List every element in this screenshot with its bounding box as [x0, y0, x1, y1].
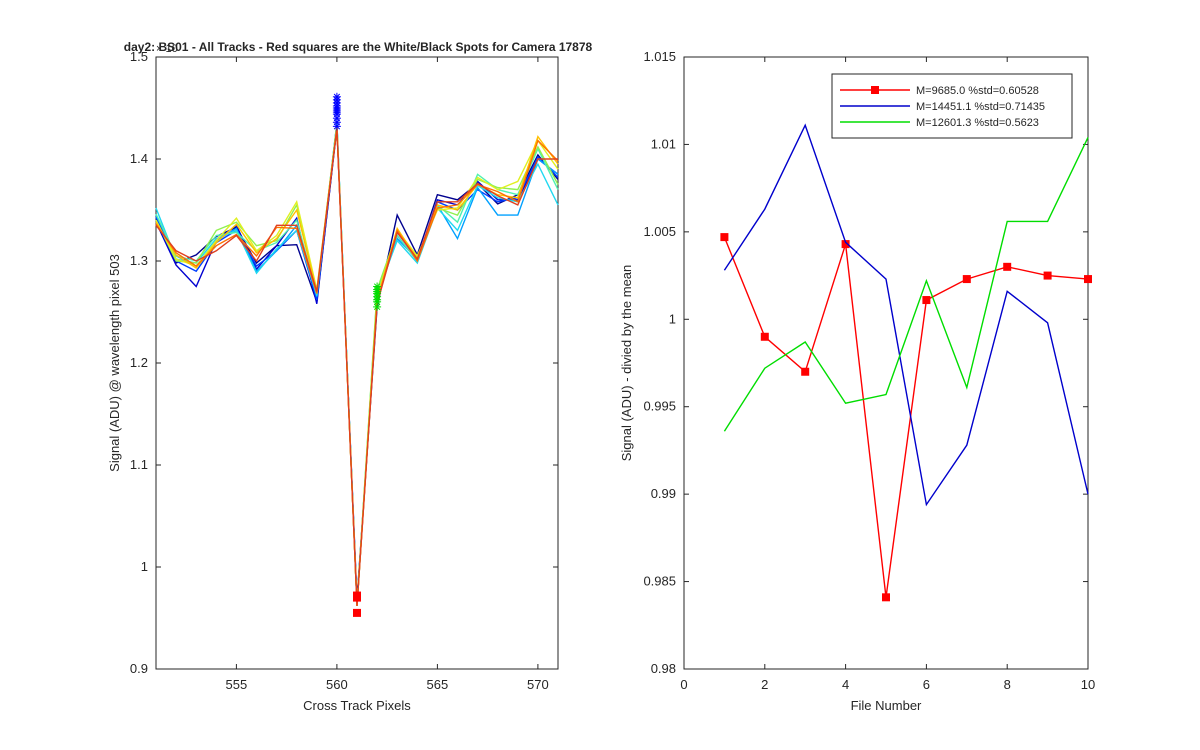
legend-label-1: M=14451.1 %std=0.71435 [916, 101, 1045, 113]
right-series-group [720, 123, 1092, 602]
right-series-0-point-7 [1003, 262, 1012, 271]
right-series-0-point-3 [841, 240, 850, 249]
left-y-tick-label-3: 1.2 [130, 355, 148, 370]
right-x-tick-label-1: 2 [761, 677, 768, 692]
right-y-tick-label-4: 1 [669, 311, 676, 326]
left-y-exponent: × 10 [156, 43, 178, 55]
left-x-axis-label: Cross Track Pixels [303, 698, 411, 713]
left-ticks: 555 560 565 570 0.9 1 1.1 1.2 1.3 1.4 1.5 [130, 49, 558, 692]
right-y-tick-label-5: 1.005 [643, 224, 676, 239]
red-square-marker-2 [353, 591, 361, 600]
right-x-tick-label-2: 4 [842, 677, 849, 692]
left-y-exponent-base: × 10 [156, 43, 178, 55]
right-series-0-point-1 [760, 332, 769, 341]
right-series-0-point-4 [882, 593, 890, 602]
right-x-axis-label: File Number [851, 698, 922, 713]
right-x-tick-label-0: 0 [680, 677, 687, 692]
blue-star-marker-10 [332, 92, 341, 101]
right-series-0-point-9 [1084, 275, 1092, 284]
left-chart: 555 560 565 570 0.9 1 1.1 1.2 1.3 1.4 1.5 day2: BS… [107, 40, 593, 713]
left-markers-group [332, 92, 382, 617]
left-y-axis-label: Signal (ADU) @ wavelength pixel 503 [107, 254, 122, 472]
right-x-tick-label-4: 8 [1004, 677, 1011, 692]
left-y-tick-label-5: 1.4 [130, 151, 148, 166]
right-y-tick-label-3: 0.995 [643, 399, 676, 414]
left-y-tick-label-4: 1.3 [130, 253, 148, 268]
right-x-tick-label-3: 6 [923, 677, 930, 692]
right-y-tick-label-2: 0.99 [651, 486, 676, 501]
left-x-tick-label-2: 565 [427, 677, 449, 692]
right-series-line-2 [723, 137, 1089, 432]
left-x-tick-label-3: 570 [527, 677, 549, 692]
left-y-tick-label-2: 1.1 [130, 457, 148, 472]
right-y-tick-label-7: 1.015 [643, 49, 676, 64]
right-x-tick-label-5: 10 [1081, 677, 1095, 692]
right-series-0-point-5 [922, 296, 931, 305]
right-y-axis-label: Signal (ADU) - divied by the mean [619, 265, 634, 462]
right-y-tick-label-1: 0.985 [643, 574, 676, 589]
left-x-tick-label-1: 560 [326, 677, 348, 692]
legend-marker-0 [871, 86, 879, 94]
left-chart-title: day2: BS01 - All Tracks - Red squares ar… [124, 40, 593, 54]
left-series-group [155, 122, 559, 606]
green-star-marker-7 [373, 282, 382, 291]
right-series-0-point-0 [720, 233, 729, 242]
right-chart: 0 2 4 6 8 10 0.98 0.985 0.99 0.995 1 1.005 1.01 1.015… [619, 49, 1095, 713]
legend: M=9685.0 %std=0.60528 M=14451.1 %std=0.7… [831, 73, 1073, 139]
right-series-0-point-6 [962, 275, 971, 284]
right-series-0-point-2 [801, 367, 810, 376]
legend-label-2: M=12601.3 %std=0.5623 [916, 117, 1039, 129]
right-series-0-point-8 [1043, 271, 1052, 280]
right-ticks: 0 2 4 6 8 10 0.98 0.985 0.99 0.995 1 1.005 1.01 1.015 [643, 49, 1095, 692]
right-y-tick-label-0: 0.98 [651, 661, 676, 676]
left-plot-area [155, 56, 559, 670]
right-plot-area [683, 56, 1089, 670]
left-y-tick-label-1: 1 [141, 559, 148, 574]
right-series-line-1 [723, 123, 1089, 507]
right-y-tick-label-6: 1.01 [651, 136, 676, 151]
left-x-tick-label-0: 555 [226, 677, 248, 692]
legend-label-0: M=9685.0 %std=0.60528 [916, 85, 1039, 97]
red-square-marker-0 [353, 608, 361, 617]
right-series-line-0 [723, 236, 1089, 598]
left-y-tick-label-0: 0.9 [130, 661, 148, 676]
left-series-line-10 [155, 128, 558, 606]
left-y-tick-label-6: 1.5 [130, 49, 148, 64]
